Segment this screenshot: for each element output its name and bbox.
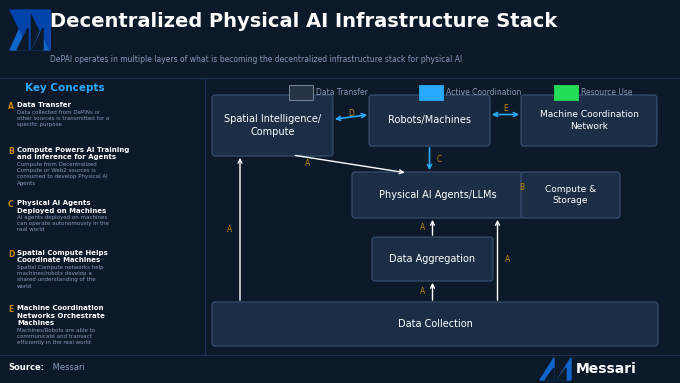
FancyBboxPatch shape: [554, 85, 578, 100]
Polygon shape: [540, 358, 554, 380]
Polygon shape: [557, 368, 566, 380]
Text: Machine Coordination
Networks Orchestrate
Machines: Machine Coordination Networks Orchestrat…: [17, 305, 105, 326]
Text: Active Coordination: Active Coordination: [446, 88, 522, 97]
Text: A: A: [305, 159, 310, 169]
Text: C: C: [437, 154, 442, 164]
Text: A: A: [227, 224, 233, 234]
Text: Robots/Machines: Robots/Machines: [388, 116, 471, 126]
Text: A: A: [420, 223, 425, 232]
Text: Spatial Compute networks help
machines/robots develop a
shared understanding of : Spatial Compute networks help machines/r…: [17, 265, 103, 289]
Text: Physical AI Agents/LLMs: Physical AI Agents/LLMs: [379, 190, 496, 200]
Text: E: E: [8, 305, 13, 314]
FancyBboxPatch shape: [372, 237, 493, 281]
FancyBboxPatch shape: [369, 95, 490, 146]
Text: Data Transfer: Data Transfer: [17, 102, 71, 108]
FancyBboxPatch shape: [521, 172, 620, 218]
Text: Compute &
Storage: Compute & Storage: [545, 185, 596, 205]
Text: Compute Powers AI Training
and Inference for Agents: Compute Powers AI Training and Inference…: [17, 147, 129, 160]
FancyBboxPatch shape: [212, 302, 658, 346]
Polygon shape: [17, 28, 28, 50]
Text: B: B: [520, 183, 524, 192]
Polygon shape: [10, 10, 30, 50]
Text: E: E: [503, 104, 508, 113]
FancyBboxPatch shape: [212, 95, 333, 156]
Text: Physical AI Agents
Deployed on Machines: Physical AI Agents Deployed on Machines: [17, 200, 106, 213]
FancyBboxPatch shape: [352, 172, 523, 218]
Text: AI agents deployed on machines
can operate autonomously in the
real world: AI agents deployed on machines can opera…: [17, 215, 109, 232]
Text: Key Concepts: Key Concepts: [25, 83, 105, 93]
Polygon shape: [545, 368, 554, 380]
Text: Data Aggregation: Data Aggregation: [390, 254, 475, 264]
Polygon shape: [30, 10, 50, 50]
Text: A: A: [420, 287, 425, 296]
Text: Data collected from DePINs or
other sources is transmitted for a
specific purpos: Data collected from DePINs or other sour…: [17, 110, 109, 127]
Text: B: B: [8, 147, 14, 156]
FancyBboxPatch shape: [521, 95, 657, 146]
FancyBboxPatch shape: [419, 85, 443, 100]
Polygon shape: [557, 358, 571, 380]
Text: Data Collection: Data Collection: [398, 319, 473, 329]
Text: Messari: Messari: [576, 362, 636, 376]
FancyBboxPatch shape: [289, 85, 313, 100]
Polygon shape: [32, 10, 50, 50]
Text: Resource Use: Resource Use: [581, 88, 632, 97]
Text: D: D: [8, 250, 14, 259]
Text: Spatial Compute Helps
Coordinate Machines: Spatial Compute Helps Coordinate Machine…: [17, 250, 108, 264]
Text: D: D: [348, 109, 354, 118]
Text: Data Transfer: Data Transfer: [316, 88, 368, 97]
Text: DePAI operates in multiple layers of what is becoming the decentralized infrastr: DePAI operates in multiple layers of wha…: [50, 55, 462, 64]
Text: Spatial Intelligence/
Compute: Spatial Intelligence/ Compute: [224, 114, 321, 137]
Polygon shape: [10, 10, 28, 50]
Text: Messari: Messari: [50, 363, 85, 372]
Polygon shape: [32, 28, 43, 50]
Text: Machines/Robots are able to
communicate and transact
efficiently in the real wor: Machines/Robots are able to communicate …: [17, 327, 95, 345]
Text: Source:: Source:: [8, 363, 44, 372]
Text: A: A: [505, 255, 510, 265]
Text: C: C: [8, 200, 14, 209]
Text: Machine Coordination
Network: Machine Coordination Network: [539, 110, 639, 131]
Text: Compute from Decentralized
Compute or Web2 sources is
consumed to develop Physic: Compute from Decentralized Compute or We…: [17, 162, 107, 186]
Text: A: A: [8, 102, 14, 111]
Text: Decentralized Physical AI Infrastructure Stack: Decentralized Physical AI Infrastructure…: [50, 12, 557, 31]
